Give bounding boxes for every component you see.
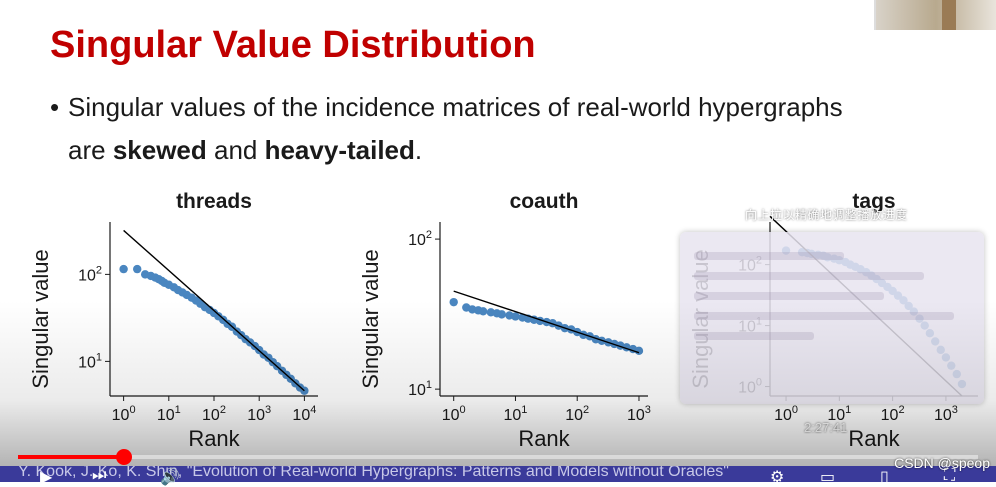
x-axis-label: Rank: [518, 426, 570, 451]
preview-blur: [694, 332, 814, 340]
x-axis-label: Rank: [188, 426, 240, 451]
x-tick-label: 100: [442, 404, 466, 424]
preview-timestamp: 2:27:41: [804, 420, 848, 435]
x-tick-label: 104: [292, 404, 316, 424]
preview-blur: [694, 312, 954, 320]
panel-title: coauth: [510, 190, 579, 213]
panel-title: threads: [176, 190, 252, 213]
x-tick-label: 103: [934, 404, 958, 424]
y-tick-label: 102: [78, 264, 102, 284]
progress-handle[interactable]: [115, 449, 132, 465]
fit-line: [123, 229, 305, 392]
bullet-text: Singular values of the incidence matrice…: [68, 92, 843, 122]
bullet-text-end: .: [414, 135, 423, 165]
volume-icon[interactable]: 🔊: [160, 469, 180, 486]
citation-text: Y. Kook, J. Ko, K. Shin, "Evolution of R…: [18, 466, 729, 480]
panel-title: tags: [852, 190, 895, 213]
x-tick-label: 102: [565, 404, 589, 424]
data-point: [634, 346, 644, 356]
data-point: [478, 307, 488, 316]
y-axis-label: Singular value: [28, 249, 53, 388]
slide-title: Singular Value Distribution: [50, 24, 536, 66]
progress-bar[interactable]: [18, 449, 978, 465]
y-tick-label: 102: [408, 229, 432, 249]
fit-line: [453, 290, 640, 354]
speaker-silhouette: [942, 0, 956, 30]
preview-blur: [694, 252, 844, 260]
x-tick-label: 101: [157, 404, 181, 424]
camera-thumbnail: [874, 0, 996, 30]
coauth-chart: coauth 100 101 102 103 101 102 Rank Singular val…: [330, 180, 651, 451]
x-tick-label: 102: [881, 404, 905, 424]
threads-chart: threads 100 101 102 103 104 101 102 Rank Singular…: [0, 180, 320, 451]
citation-bar: Y. Kook, J. Ko, K. Shin, "Evolution of R…: [0, 466, 996, 482]
x-tick-label: 101: [503, 404, 527, 424]
bullet-skewed: skewed: [112, 135, 207, 165]
seek-tooltip: 向上拉以精确地调整播放进度: [745, 208, 908, 222]
data-point: [119, 264, 128, 274]
settings-icon[interactable]: ⚙: [770, 469, 785, 486]
x-tick-label: 100: [774, 404, 798, 424]
x-axis-label: Rank: [848, 426, 900, 451]
preview-blur: [694, 272, 924, 280]
seek-preview-frame: [680, 232, 984, 404]
data-point: [497, 310, 506, 319]
data-point: [449, 297, 458, 307]
preview-blur: [694, 292, 884, 300]
x-tick-label: 103: [627, 404, 651, 424]
bullet-text-are: are: [68, 135, 113, 165]
theater-icon[interactable]: ▯: [880, 469, 889, 486]
x-tick-label: 102: [202, 404, 226, 424]
y-tick-label: 101: [78, 351, 102, 371]
next-icon[interactable]: ⏭: [92, 467, 107, 484]
bullet-text-and: and: [206, 135, 265, 165]
x-tick-label: 101: [827, 404, 851, 424]
x-tick-label: 103: [247, 404, 271, 424]
bullet-dot: •: [50, 92, 60, 122]
data-point: [133, 264, 142, 274]
progress-played: [18, 455, 124, 459]
bullet-line-1: • Singular values of the incidence matric…: [50, 92, 843, 123]
bullet-line-2: are skewed and heavy-tailed.: [68, 135, 422, 166]
x-tick-label: 100: [112, 404, 136, 424]
bullet-heavy-tailed: heavy-tailed: [264, 135, 415, 165]
data-point: [511, 312, 520, 321]
y-axis-label: Singular value: [358, 249, 383, 388]
watermark: CSDN @speop: [894, 455, 990, 471]
play-icon[interactable]: ▶: [40, 469, 53, 486]
y-tick-label: 101: [408, 379, 432, 399]
miniplayer-icon[interactable]: ▭: [820, 469, 836, 486]
fullscreen-icon[interactable]: ⛶: [944, 467, 956, 484]
